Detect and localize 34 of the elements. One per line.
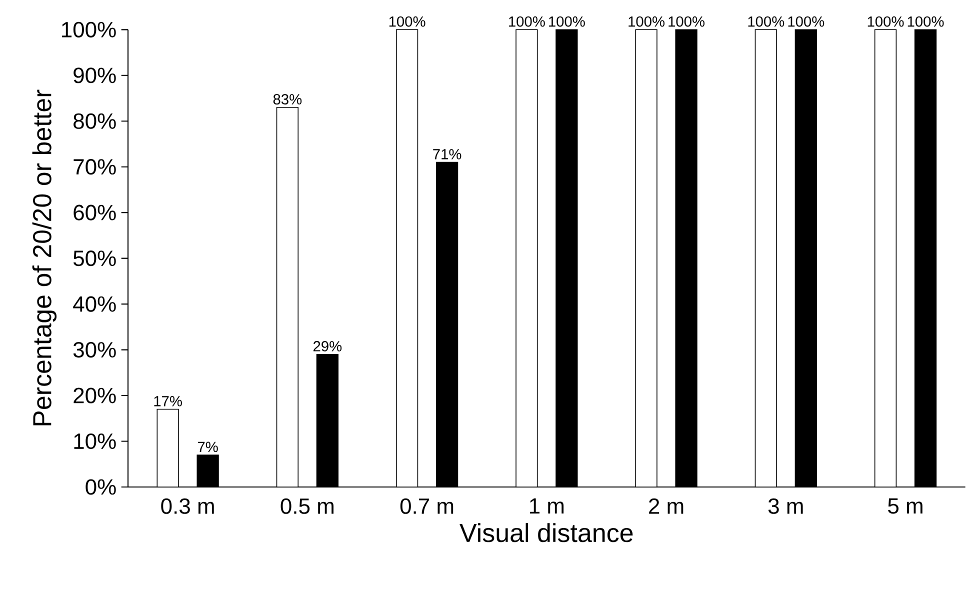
- data-label: 71%: [433, 149, 462, 160]
- data-label: 100%: [788, 16, 824, 27]
- y-tick-label: 10%: [74, 433, 116, 450]
- data-label: 100%: [509, 16, 545, 27]
- x-tick-label: 1 m: [530, 498, 564, 514]
- x-tick-label: 2 m: [649, 498, 684, 514]
- data-label: 100%: [908, 16, 944, 27]
- y-tick-label: 90%: [74, 68, 116, 84]
- data-label: 100%: [668, 16, 704, 27]
- x-axis-title: Visual distance: [460, 523, 633, 542]
- data-label: 100%: [628, 16, 664, 27]
- x-tick-label: 5 m: [888, 498, 922, 514]
- y-tick-label: 0%: [86, 479, 116, 495]
- x-tick-label: 3 m: [768, 498, 803, 514]
- x-tick-label: 0.3 m: [161, 498, 214, 514]
- data-label: 100%: [389, 16, 426, 27]
- data-label: 29%: [313, 341, 342, 352]
- y-tick-label: 20%: [74, 388, 116, 404]
- y-tick-label: 30%: [73, 342, 116, 358]
- y-tick-label: 60%: [74, 204, 116, 220]
- data-label: 83%: [273, 94, 302, 104]
- data-label: 100%: [549, 16, 585, 27]
- data-label: 17%: [154, 396, 182, 406]
- data-label: 100%: [748, 16, 784, 27]
- y-tick-label: 40%: [73, 296, 116, 312]
- y-tick-label: 70%: [74, 159, 116, 175]
- data-label: 7%: [198, 442, 218, 452]
- y-tick-label: 50%: [73, 250, 116, 266]
- y-tick-label: 100%: [62, 22, 116, 38]
- x-tick-label: 0.5 m: [280, 498, 334, 514]
- x-tick-label: 0.7 m: [400, 498, 454, 514]
- y-axis-title: Percentage of 20/20 or better: [32, 90, 57, 426]
- data-label: 100%: [868, 16, 904, 27]
- y-tick-label: 80%: [74, 113, 116, 129]
